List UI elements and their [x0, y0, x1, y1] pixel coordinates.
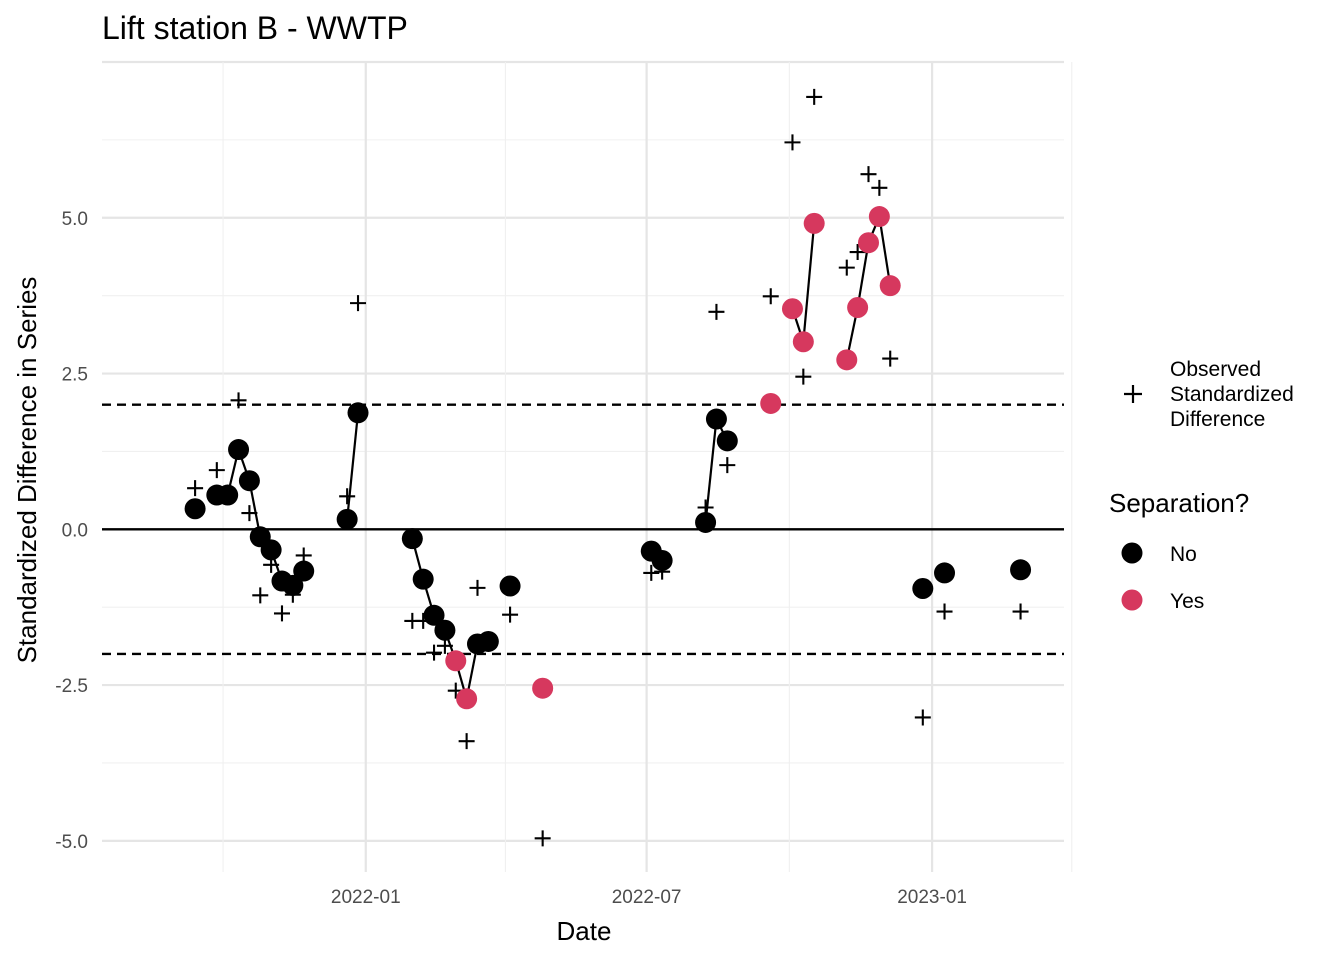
observed-point — [458, 733, 475, 750]
y-axis-title: Standardized Difference in Series — [12, 277, 42, 664]
chart-title: Lift station B - WWTP — [102, 10, 408, 46]
separation-point-no — [651, 549, 673, 571]
legend-no-swatch — [1121, 542, 1143, 564]
observed-point — [230, 392, 247, 409]
legend-observed-line-2: Standardized — [1170, 383, 1294, 406]
x-axis-title: Date — [557, 916, 612, 946]
legend-observed-line-1: Observed — [1170, 358, 1261, 381]
connector-segment — [346, 412, 360, 520]
legend-observed: Observed Standardized Difference — [1124, 358, 1294, 431]
observed-point — [252, 587, 269, 604]
legend-separation-title: Separation? — [1109, 488, 1249, 518]
separation-point-yes — [847, 296, 869, 318]
observed-point — [339, 488, 356, 505]
x-tick-label: 2022-01 — [331, 887, 401, 908]
connector-segment — [802, 223, 816, 342]
observed-point — [936, 603, 953, 620]
reference-lines — [102, 403, 1064, 656]
y-axis-ticks: -5.0 -2.5 0.0 2.5 5.0 — [55, 209, 88, 853]
separation-point-no — [423, 604, 445, 626]
observed-point — [643, 564, 660, 581]
legend-observed-line-3: Difference — [1170, 408, 1265, 431]
observed-point — [208, 462, 225, 479]
separation-point-no — [282, 574, 304, 596]
separation-point-no — [912, 578, 934, 599]
y-tick-label: 5.0 — [62, 209, 88, 230]
connector-segment — [856, 242, 870, 308]
observed-point — [719, 457, 736, 474]
observed-point — [502, 606, 519, 623]
separation-point-yes — [456, 688, 478, 710]
separation-point-no — [695, 511, 717, 533]
separation-point-no — [705, 408, 727, 430]
separation-point-yes — [532, 677, 554, 699]
separation-point-no — [184, 498, 206, 520]
separation-point-yes — [857, 232, 879, 254]
separation-point-no — [401, 528, 423, 550]
observed-point — [882, 350, 899, 367]
separation-point-no — [293, 560, 315, 582]
observed-markers — [187, 88, 1029, 847]
observed-point — [426, 644, 443, 661]
connector-segment — [878, 216, 892, 286]
y-tick-label: 0.0 — [62, 520, 88, 541]
connector-segment — [704, 418, 718, 523]
separation-point-yes — [781, 298, 803, 320]
observed-point — [708, 303, 725, 320]
y-tick-label: -5.0 — [55, 832, 88, 853]
separation-point-no — [217, 484, 239, 506]
observed-point — [838, 259, 855, 276]
x-tick-label: 2023-01 — [897, 887, 967, 908]
observed-point — [350, 295, 367, 312]
separation-point-no — [260, 539, 282, 561]
separation-point-yes — [836, 349, 858, 371]
separation-point-no — [716, 430, 738, 452]
y-tick-label: 2.5 — [62, 365, 88, 386]
observed-point — [241, 505, 258, 522]
separation-point-no — [412, 568, 434, 590]
separation-point-no — [499, 575, 521, 597]
separation-point-yes — [792, 331, 814, 353]
separation-point-yes — [879, 275, 901, 297]
legend-plus-icon — [1124, 385, 1142, 403]
separation-markers — [184, 206, 1032, 710]
observed-point — [914, 709, 931, 726]
observed-point — [871, 179, 888, 196]
legend-separation: Separation? No Yes — [1109, 488, 1249, 613]
legend-yes-label: Yes — [1170, 590, 1204, 613]
separation-point-no — [1010, 559, 1032, 581]
observed-point — [860, 166, 877, 183]
observed-point — [273, 605, 290, 622]
y-tick-label: -2.5 — [55, 676, 88, 697]
observed-point — [534, 830, 551, 847]
observed-point — [1012, 603, 1029, 620]
separation-point-yes — [760, 392, 782, 414]
separation-point-no — [228, 439, 250, 461]
separation-point-no — [934, 562, 956, 584]
separation-point-no — [477, 630, 499, 652]
separation-point-yes — [868, 206, 890, 228]
legend-no-label: No — [1170, 543, 1197, 566]
x-axis-ticks: 2022-01 2022-07 2023-01 — [331, 887, 967, 908]
plot-area — [102, 60, 1073, 872]
observed-point — [795, 368, 812, 385]
separation-point-no — [336, 508, 358, 530]
legend-yes-swatch — [1121, 589, 1143, 611]
separation-point-yes — [803, 212, 825, 234]
observed-point — [762, 288, 779, 305]
separation-point-no — [434, 619, 456, 641]
observed-point — [849, 244, 866, 261]
separation-point-yes — [445, 650, 467, 672]
grid-lines — [102, 60, 1073, 872]
x-tick-label: 2022-07 — [612, 887, 682, 908]
separation-point-no — [347, 402, 369, 424]
legend: Observed Standardized Difference Separat… — [1109, 358, 1294, 613]
separation-point-no — [238, 470, 260, 492]
observed-point — [784, 134, 801, 151]
observed-point — [806, 88, 823, 105]
observed-point — [469, 579, 486, 596]
observed-point — [187, 480, 204, 497]
